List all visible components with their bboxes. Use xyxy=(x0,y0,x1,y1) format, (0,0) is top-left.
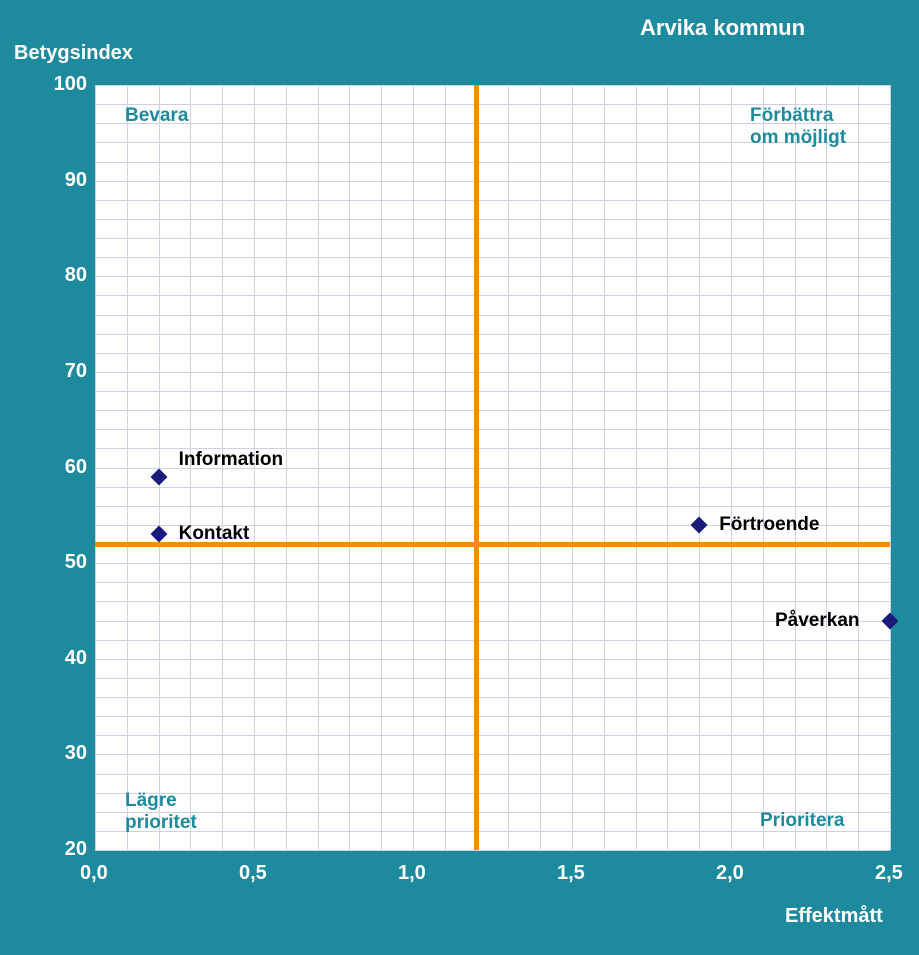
quadrant-label-bottom-right: Prioritera xyxy=(760,810,844,832)
data-point-label: Påverkan xyxy=(775,610,860,632)
grid-line-horizontal xyxy=(95,391,890,392)
quadrant-label-top-right: Förbättra om möjligt xyxy=(750,105,846,149)
x-tick-label: 1,0 xyxy=(398,862,426,885)
grid-line-horizontal xyxy=(95,410,890,411)
grid-line-horizontal xyxy=(95,735,890,736)
grid-line-horizontal xyxy=(95,181,890,182)
grid-line-horizontal xyxy=(95,640,890,641)
grid-line-horizontal xyxy=(95,257,890,258)
grid-line-horizontal xyxy=(95,621,890,622)
grid-line-horizontal xyxy=(95,334,890,335)
grid-line-horizontal xyxy=(95,774,890,775)
data-point-label: Kontakt xyxy=(179,523,250,545)
y-tick-label: 40 xyxy=(37,647,87,670)
grid-line-horizontal xyxy=(95,793,890,794)
x-tick-label: 2,0 xyxy=(716,862,744,885)
y-tick-label: 90 xyxy=(37,169,87,192)
grid-line-horizontal xyxy=(95,200,890,201)
grid-line-horizontal xyxy=(95,353,890,354)
quadrant-label-top-left: Bevara xyxy=(125,105,188,127)
grid-line-horizontal xyxy=(95,506,890,507)
x-tick-label: 1,5 xyxy=(557,862,585,885)
chart-title: Arvika kommun xyxy=(640,15,805,41)
y-tick-label: 70 xyxy=(37,360,87,383)
grid-line-horizontal xyxy=(95,754,890,755)
grid-line-horizontal xyxy=(95,162,890,163)
quadrant-label-bottom-left: Lägre prioritet xyxy=(125,790,197,834)
grid-line-horizontal xyxy=(95,238,890,239)
y-tick-label: 80 xyxy=(37,264,87,287)
x-axis-label: Effektmått xyxy=(785,905,883,928)
x-tick-label: 2,5 xyxy=(875,862,903,885)
grid-line-horizontal xyxy=(95,276,890,277)
grid-line-vertical xyxy=(890,85,891,850)
grid-line-horizontal xyxy=(95,219,890,220)
grid-line-horizontal xyxy=(95,659,890,660)
grid-line-horizontal xyxy=(95,563,890,564)
data-point-label: Förtroende xyxy=(719,514,819,536)
y-tick-label: 50 xyxy=(37,551,87,574)
x-tick-label: 0,5 xyxy=(239,862,267,885)
grid-line-horizontal xyxy=(95,697,890,698)
grid-line-horizontal xyxy=(95,582,890,583)
grid-line-horizontal xyxy=(95,487,890,488)
y-axis-label: Betygsindex xyxy=(14,42,133,65)
grid-line-horizontal xyxy=(95,601,890,602)
grid-line-horizontal xyxy=(95,850,890,851)
grid-line-horizontal xyxy=(95,716,890,717)
data-point-label: Information xyxy=(179,449,284,471)
y-tick-label: 30 xyxy=(37,742,87,765)
y-tick-label: 100 xyxy=(37,73,87,96)
y-tick-label: 60 xyxy=(37,456,87,479)
x-tick-label: 0,0 xyxy=(80,862,108,885)
y-tick-label: 20 xyxy=(37,838,87,861)
grid-line-horizontal xyxy=(95,295,890,296)
grid-line-horizontal xyxy=(95,315,890,316)
grid-line-horizontal xyxy=(95,678,890,679)
grid-line-horizontal xyxy=(95,372,890,373)
grid-line-horizontal xyxy=(95,429,890,430)
quadrant-line-vertical xyxy=(474,85,479,850)
grid-line-horizontal xyxy=(95,85,890,86)
